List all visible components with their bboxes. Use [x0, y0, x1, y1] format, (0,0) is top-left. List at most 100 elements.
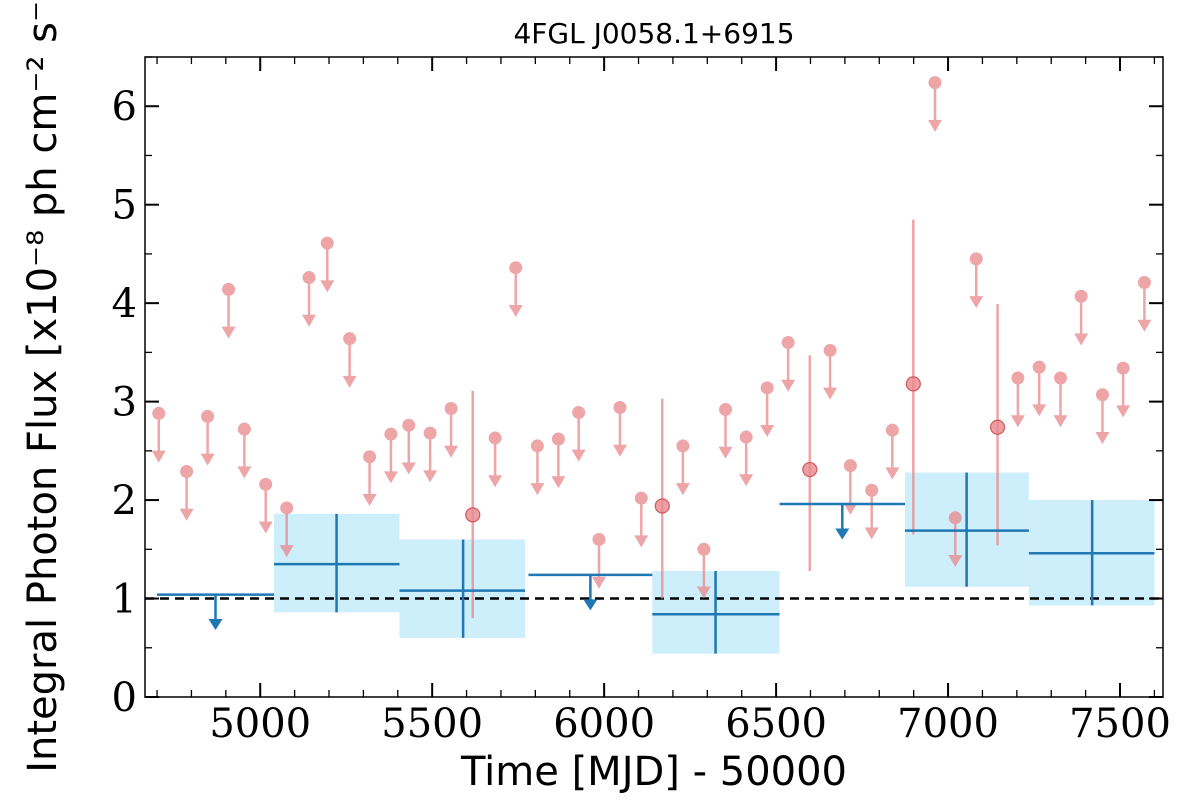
x-axis-label: Time [MJD] - 50000: [460, 749, 847, 795]
short-bin-upper-limit-18: [551, 432, 566, 489]
upper-limit-arrow-head: [237, 466, 252, 479]
long-bin-detection-0: [273, 513, 400, 613]
upper-limit-marker: [781, 336, 795, 350]
upper-limit-marker: [697, 542, 711, 556]
upper-limit-marker: [760, 381, 774, 395]
upper-limit-arrow-head: [571, 449, 586, 462]
upper-limit-marker: [402, 418, 416, 432]
x-tick-label: 7000: [897, 701, 999, 747]
long-bin-upper-limit-2: [779, 502, 906, 540]
upper-limit-marker: [423, 426, 437, 440]
x-tick-label: 5500: [381, 701, 483, 747]
x-tick-label: 6500: [725, 701, 827, 747]
short-bin-detection-2: [802, 355, 818, 571]
upper-limit-marker: [343, 332, 357, 346]
upper-limit-marker: [237, 422, 251, 436]
short-bin-upper-limit-38: [1053, 371, 1068, 428]
short-bin-upper-limit-39: [1074, 289, 1089, 346]
upper-limit-arrow-head: [401, 462, 416, 475]
upper-limit-arrow-head: [530, 483, 545, 496]
upper-limit-marker: [152, 406, 166, 420]
short-bin-upper-limit-6: [279, 501, 294, 558]
upper-limit-marker: [302, 271, 316, 285]
upper-limit-marker: [551, 432, 565, 446]
upper-limit-arrow-head: [843, 502, 858, 515]
short-bin-upper-limit-8: [320, 236, 335, 293]
upper-limit-arrow-head: [634, 535, 649, 548]
upper-limit-marker: [1054, 371, 1068, 385]
upper-limit-arrow-head: [488, 475, 503, 488]
upper-limit-arrow-head: [948, 555, 963, 568]
y-tick-label: 4: [112, 281, 137, 327]
upper-limit-marker: [1095, 388, 1109, 402]
short-bin-upper-limit-3: [221, 282, 236, 339]
short-bin-upper-limit-9: [342, 332, 357, 388]
short-bin-upper-limit-23: [675, 439, 690, 496]
detection-marker: [654, 498, 670, 514]
upper-limit-marker: [488, 431, 502, 445]
short-bin-upper-limit-42: [1137, 275, 1152, 332]
y-tick-label: 0: [112, 675, 137, 721]
detection-marker: [989, 419, 1006, 435]
upper-limit-marker: [676, 439, 690, 453]
upper-limit-arrow-head: [696, 586, 711, 599]
upper-limit-marker: [928, 76, 942, 90]
short-bin-upper-limit-16: [508, 261, 523, 317]
upper-limit-marker: [592, 532, 606, 546]
long-bin-upper-limit-1: [528, 573, 653, 611]
short-bin-upper-limit-41: [1116, 361, 1131, 418]
upper-limit-marker: [823, 343, 837, 357]
short-bin-detection-1: [654, 398, 670, 599]
short-bin-upper-limit-11: [383, 427, 398, 484]
long-bin-upper-limit-0: [157, 593, 274, 631]
upper-limit-arrow-head: [258, 521, 273, 534]
upper-limit-arrow-head: [885, 467, 900, 480]
upper-limit-arrow-head: [383, 471, 398, 484]
short-bin-upper-limit-2: [200, 409, 215, 466]
upper-limit-marker: [969, 252, 983, 266]
upper-limit-arrow-head: [423, 470, 438, 483]
upper-limit-arrow-head: [1095, 431, 1110, 444]
upper-limit-arrow-head: [927, 119, 942, 132]
short-bin-detection-0: [465, 390, 481, 619]
upper-limit-arrow-head: [1116, 405, 1131, 418]
upper-limit-arrow-head: [823, 387, 838, 400]
upper-limit-marker: [739, 430, 753, 444]
short-bin-upper-limit-37: [1032, 360, 1047, 417]
x-tick-label: 7500: [1069, 701, 1171, 747]
upper-limit-arrow-head: [151, 450, 166, 463]
upper-limit-marker: [1032, 360, 1046, 374]
x-tick-label: 5000: [209, 701, 311, 747]
short-bin-upper-limit-4: [237, 422, 252, 479]
upper-limit-marker: [719, 402, 733, 416]
y-tick-label: 6: [112, 84, 137, 130]
upper-limit-arrow-head: [612, 444, 627, 457]
upper-limit-marker: [1011, 371, 1025, 385]
short-bin-upper-limit-31: [864, 483, 879, 540]
upper-limit-arrow-head: [200, 453, 215, 466]
upper-limit-arrow-head: [591, 576, 606, 589]
upper-limit-marker: [885, 423, 899, 437]
short-bin-upper-limit-24: [696, 542, 711, 599]
short-bin-upper-limit-21: [612, 401, 627, 457]
y-tick-label: 3: [112, 380, 137, 426]
upper-limit-marker: [222, 282, 236, 296]
long-bin-arrow-head: [208, 619, 223, 631]
long-bin-detection-2: [652, 570, 780, 654]
detection-marker: [465, 507, 481, 523]
upper-limit-marker: [259, 477, 273, 491]
short-bin-upper-limit-30: [843, 459, 858, 515]
short-bin-upper-limit-17: [530, 439, 545, 496]
long-bin-arrow-head: [583, 599, 598, 611]
short-bin-upper-limit-36: [1010, 371, 1025, 428]
long-bin-arrow-head: [835, 528, 850, 540]
short-bin-detection-3: [905, 219, 921, 535]
upper-limit-marker: [530, 439, 544, 453]
short-bin-upper-limit-5: [258, 477, 273, 534]
short-bin-upper-limit-35: [969, 252, 984, 309]
short-bin-upper-limit-22: [634, 491, 649, 548]
short-bin-upper-limit-19: [571, 405, 586, 462]
upper-limit-marker: [384, 427, 398, 441]
short-bin-upper-limit-33: [927, 76, 942, 132]
